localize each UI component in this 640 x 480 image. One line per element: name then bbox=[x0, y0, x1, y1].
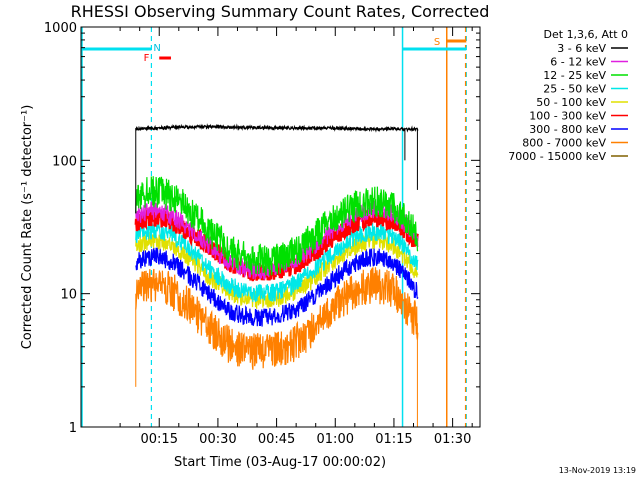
legend-entry-label: 800 - 7000 keV bbox=[522, 137, 606, 150]
y-tick-label: 10 bbox=[60, 288, 77, 303]
series-line bbox=[135, 247, 419, 327]
series-line bbox=[135, 267, 419, 370]
legend-entry-label: 25 - 50 keV bbox=[543, 83, 606, 96]
x-tick-label: 00:15 bbox=[141, 432, 178, 447]
legend-entry-label: 50 - 100 keV bbox=[536, 96, 606, 109]
plot-frame bbox=[80, 26, 481, 428]
chart-title: RHESSI Observing Summary Count Rates, Co… bbox=[71, 2, 490, 21]
series-300-800-keV-kev bbox=[135, 247, 419, 327]
x-tick-label: 01:30 bbox=[434, 432, 471, 447]
y-axis-label: Corrected Count Rate (s⁻¹ detector⁻¹) bbox=[20, 105, 35, 350]
legend-entry-label: 6 - 12 keV bbox=[550, 56, 606, 69]
series-line bbox=[135, 123, 419, 133]
legend-entry-label: 3 - 6 keV bbox=[557, 42, 606, 55]
x-axis-label: Start Time (03-Aug-17 00:00:02) bbox=[174, 455, 386, 470]
series-3-6-keV-kev bbox=[135, 123, 419, 214]
legend-entry-label: 300 - 800 keV bbox=[529, 123, 606, 136]
flare-flag-label: F bbox=[144, 53, 150, 64]
y-tick-label: 100 bbox=[52, 154, 77, 169]
x-tick-label: 00:30 bbox=[199, 432, 236, 447]
legend-header: Det 1,3,6, Att 0 bbox=[544, 28, 628, 41]
y-tick-label: 1 bbox=[69, 421, 77, 436]
series-25-50-keV-kev bbox=[135, 221, 419, 303]
series-12-25-keV-kev bbox=[135, 176, 419, 276]
series-800-7000-keV-kev bbox=[135, 267, 419, 427]
saa-flag-label: S bbox=[434, 37, 440, 48]
night-flag-label: N bbox=[153, 43, 160, 54]
legend-entry-label: 100 - 300 keV bbox=[529, 110, 606, 123]
series-line bbox=[135, 176, 419, 276]
x-tick-label: 01:15 bbox=[375, 432, 412, 447]
legend-entry-label: 7000 - 15000 keV bbox=[508, 150, 606, 163]
y-tick-label: 1000 bbox=[44, 21, 77, 36]
legend-entry-label: 12 - 25 keV bbox=[543, 69, 606, 82]
series-line bbox=[135, 221, 419, 303]
footer-timestamp: 13-Nov-2019 13:19 bbox=[559, 466, 636, 475]
x-tick-label: 00:45 bbox=[258, 432, 295, 447]
x-tick-label: 01:00 bbox=[317, 432, 354, 447]
